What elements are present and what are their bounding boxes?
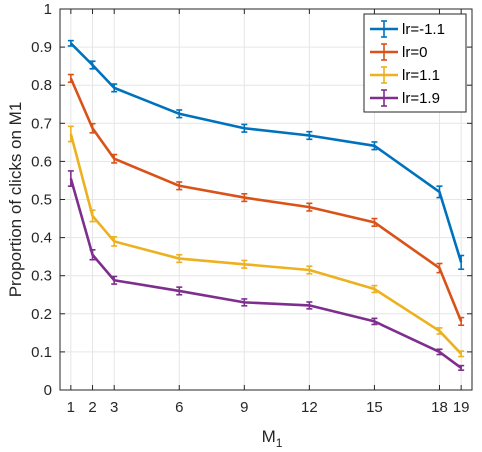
x-tick-label: 12 (301, 399, 318, 416)
y-tick-label: 0.2 (31, 306, 52, 323)
legend-label: lr=-1.1 (402, 21, 445, 38)
x-tick-label: 3 (110, 399, 118, 416)
x-tick-label: 2 (88, 399, 96, 416)
y-axis-ticks: 0 0.1 0.2 0.3 0.4 0.5 0.6 0.7 0.8 0.9 1 (31, 1, 472, 399)
error-bar (176, 286, 183, 296)
y-tick-label: 0.8 (31, 77, 52, 94)
error-bar (89, 60, 96, 70)
x-axis-ticks: 1 2 3 6 9 12 15 18 19 (67, 9, 470, 416)
error-bar (89, 209, 96, 223)
y-tick-label: 0.3 (31, 268, 52, 285)
error-bar (111, 236, 118, 247)
error-bar (371, 317, 378, 326)
error-bar (371, 141, 378, 151)
x-tick-label: 18 (431, 399, 448, 416)
x-tick-label: 9 (240, 399, 248, 416)
series-1 (67, 39, 465, 271)
y-tick-label: 0.7 (31, 115, 52, 132)
y-tick-label: 0.6 (31, 153, 52, 170)
error-bar (306, 202, 313, 212)
legend-item: lr=0 (370, 43, 427, 61)
error-bar (458, 316, 465, 327)
legend-box (363, 13, 467, 113)
error-bar (67, 39, 74, 47)
series-line (69, 178, 462, 369)
y-tick-label: 0.1 (31, 344, 52, 361)
error-bar (111, 153, 118, 164)
error-bar (306, 301, 313, 310)
y-axis-label: Proportion of clicks on M1 (6, 102, 25, 298)
error-bar (436, 262, 443, 274)
error-bar (111, 83, 118, 93)
legend-label: lr=0 (402, 44, 427, 61)
error-bar (89, 122, 96, 134)
error-bar (436, 348, 443, 356)
error-bar (306, 265, 313, 275)
error-bar (458, 254, 465, 271)
error-bar (458, 350, 465, 358)
error-bar (436, 185, 443, 199)
legend-item: lr=1.9 (370, 89, 440, 107)
series-4 (67, 170, 465, 371)
error-bar (371, 284, 378, 294)
x-axis-label-subscript: 1 (276, 436, 283, 450)
error-bar (176, 109, 183, 119)
y-tick-label: 1 (44, 1, 52, 18)
series-3 (67, 125, 465, 358)
legend-label: lr=1.9 (402, 90, 440, 107)
y-tick-label: 0.4 (31, 230, 52, 247)
error-bar (458, 364, 465, 371)
legend: lr=-1.1 lr=0 lr=1.1 lr=1.9 (363, 13, 467, 113)
x-tick-label: 15 (366, 399, 383, 416)
error-bar (436, 327, 443, 335)
y-tick-label: 0 (44, 382, 52, 399)
x-tick-label: 19 (453, 399, 470, 416)
error-bar (67, 73, 74, 83)
error-bar (241, 298, 248, 307)
error-bar (306, 130, 313, 141)
legend-item: lr=1.1 (370, 66, 440, 84)
x-axis-label: M1 (262, 427, 283, 450)
x-tick-label: 1 (67, 399, 75, 416)
error-bar (241, 259, 248, 269)
y-tick-label: 0.5 (31, 192, 52, 209)
x-tick-label: 6 (175, 399, 183, 416)
legend-item: lr=-1.1 (370, 20, 445, 38)
error-bar (67, 125, 74, 143)
error-bar (89, 248, 96, 261)
series-2 (67, 73, 465, 327)
error-bar (111, 275, 118, 285)
error-bar (67, 170, 74, 187)
data-series (67, 39, 465, 371)
legend-label: lr=1.1 (402, 67, 440, 84)
y-tick-label: 0.9 (31, 39, 52, 56)
error-bar (241, 192, 248, 203)
error-bar (371, 217, 378, 227)
error-bar (176, 181, 183, 191)
error-bar (176, 253, 183, 264)
x-axis-label-main: M (262, 427, 276, 446)
error-bar (241, 123, 248, 133)
